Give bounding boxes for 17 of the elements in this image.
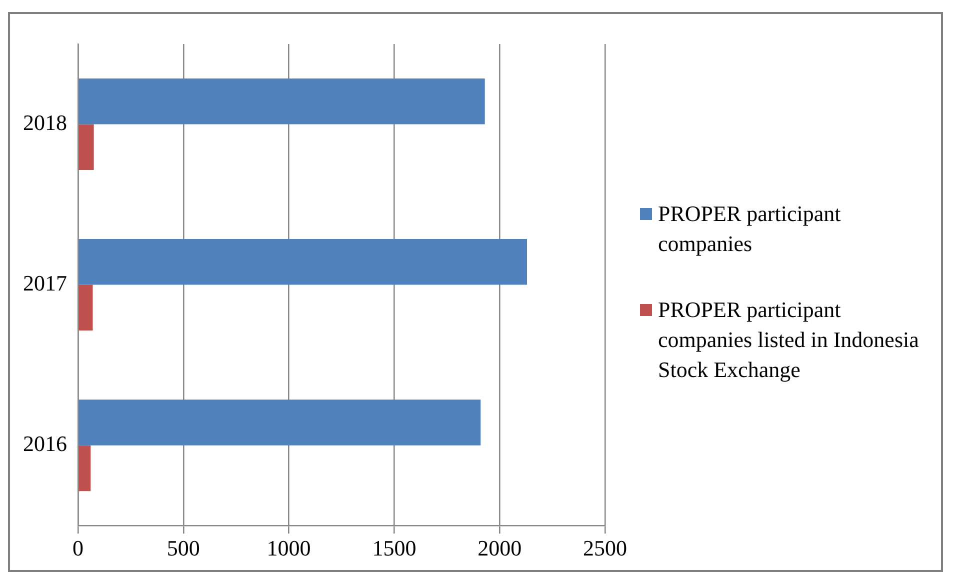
bar bbox=[78, 400, 481, 446]
x-tick-label: 1500 bbox=[372, 536, 416, 561]
bar bbox=[78, 124, 94, 170]
legend-label: PROPER participant companies bbox=[658, 200, 842, 258]
y-tick-label: 2017 bbox=[23, 270, 67, 296]
bar bbox=[78, 284, 93, 331]
x-tick-label: 2500 bbox=[583, 536, 627, 561]
y-tick-label: 2016 bbox=[23, 431, 67, 456]
bar bbox=[78, 78, 485, 124]
x-tick-label: 0 bbox=[72, 536, 84, 561]
x-tick-label: 500 bbox=[166, 536, 200, 561]
x-tick-label: 1000 bbox=[266, 536, 311, 561]
bar bbox=[78, 445, 91, 492]
x-tick-label: 2000 bbox=[478, 536, 522, 561]
y-tick-label: 2018 bbox=[23, 110, 67, 136]
legend-label: PROPER participant companies listed in Indonesia Stock Exchange bbox=[658, 296, 920, 384]
bar bbox=[78, 239, 528, 285]
